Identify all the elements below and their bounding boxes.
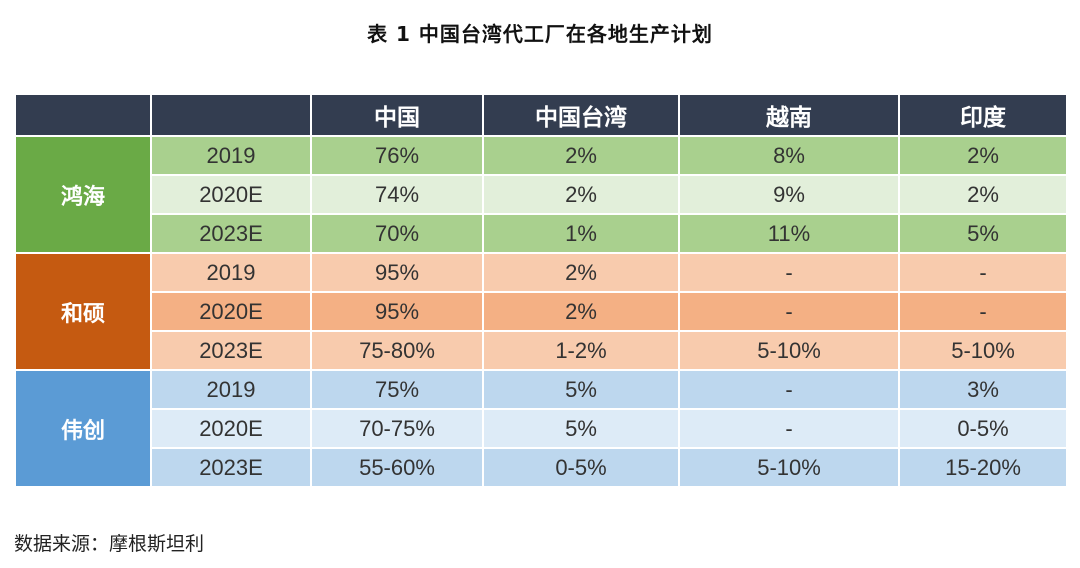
value-cell: 2% <box>482 174 680 215</box>
value-cell: 70-75% <box>310 408 484 449</box>
data-source-note: 数据来源：摩根斯坦利 <box>14 533 205 555</box>
value-cell: 5-10% <box>898 330 1068 371</box>
value-cell: - <box>898 252 1068 293</box>
value-cell: 75% <box>310 369 484 410</box>
value-cell: 5-10% <box>678 447 900 488</box>
value-cell: 5% <box>482 408 680 449</box>
value-cell: 2% <box>482 291 680 332</box>
company-cell: 和硕 <box>14 252 152 371</box>
year-cell: 2020E <box>150 408 312 449</box>
value-cell: 5-10% <box>678 330 900 371</box>
production-plan-table: 中国 中国台湾 越南 印度 鸿海 2019 76% 2% 8% 2% 2020E… <box>14 93 1068 488</box>
table-row: 2023E 70% 1% 11% 5% <box>15 213 1068 254</box>
company-cell: 伟创 <box>14 369 152 488</box>
value-cell: 2% <box>482 252 680 293</box>
value-cell: 2% <box>482 135 680 176</box>
header-vietnam: 越南 <box>678 93 900 137</box>
header-taiwan: 中国台湾 <box>482 93 680 137</box>
table-row: 鸿海 2019 76% 2% 8% 2% <box>14 135 1068 254</box>
table-row: 伟创 2019 75% 5% - 3% <box>14 369 1068 488</box>
value-cell: - <box>678 369 900 410</box>
value-cell: 95% <box>310 291 484 332</box>
value-cell: 8% <box>678 135 900 176</box>
value-cell: 1% <box>482 213 680 254</box>
company-cell: 鸿海 <box>14 135 152 254</box>
value-cell: 74% <box>310 174 484 215</box>
year-cell: 2023E <box>150 330 312 371</box>
value-cell: 5% <box>898 213 1068 254</box>
value-cell: 2% <box>898 135 1068 176</box>
table-row: 2020E 74% 2% 9% 2% <box>15 174 1068 215</box>
value-cell: 11% <box>678 213 900 254</box>
header-india: 印度 <box>898 93 1068 137</box>
value-cell: 2% <box>898 174 1068 215</box>
value-cell: 70% <box>310 213 484 254</box>
table-row: 2023E 75-80% 1-2% 5-10% 5-10% <box>15 330 1068 371</box>
year-cell: 2019 <box>150 252 312 293</box>
value-cell: 75-80% <box>310 330 484 371</box>
year-cell: 2023E <box>150 213 312 254</box>
header-china: 中国 <box>310 93 484 137</box>
year-cell: 2020E <box>150 291 312 332</box>
table-row: 和硕 2019 95% 2% - - <box>14 252 1068 371</box>
value-cell: - <box>678 291 900 332</box>
year-cell: 2019 <box>150 135 312 176</box>
value-cell: 0-5% <box>482 447 680 488</box>
value-cell: 3% <box>898 369 1068 410</box>
value-cell: 55-60% <box>310 447 484 488</box>
table-row: 2020E 70-75% 5% - 0-5% <box>15 408 1068 449</box>
value-cell: 9% <box>678 174 900 215</box>
value-cell: - <box>678 408 900 449</box>
header-year <box>150 93 312 137</box>
value-cell: 1-2% <box>482 330 680 371</box>
year-cell: 2020E <box>150 174 312 215</box>
header-company <box>14 93 152 137</box>
table-row: 2020E 95% 2% - - <box>15 291 1068 332</box>
year-cell: 2023E <box>150 447 312 488</box>
year-cell: 2019 <box>150 369 312 410</box>
value-cell: - <box>898 291 1068 332</box>
value-cell: 76% <box>310 135 484 176</box>
value-cell: - <box>678 252 900 293</box>
value-cell: 5% <box>482 369 680 410</box>
table-row: 2023E 55-60% 0-5% 5-10% 15-20% <box>15 447 1068 488</box>
table-title: 表 1 中国台湾代工厂在各地生产计划 <box>367 22 713 46</box>
value-cell: 95% <box>310 252 484 293</box>
value-cell: 0-5% <box>898 408 1068 449</box>
value-cell: 15-20% <box>898 447 1068 488</box>
header-row: 中国 中国台湾 越南 印度 <box>14 93 1068 137</box>
